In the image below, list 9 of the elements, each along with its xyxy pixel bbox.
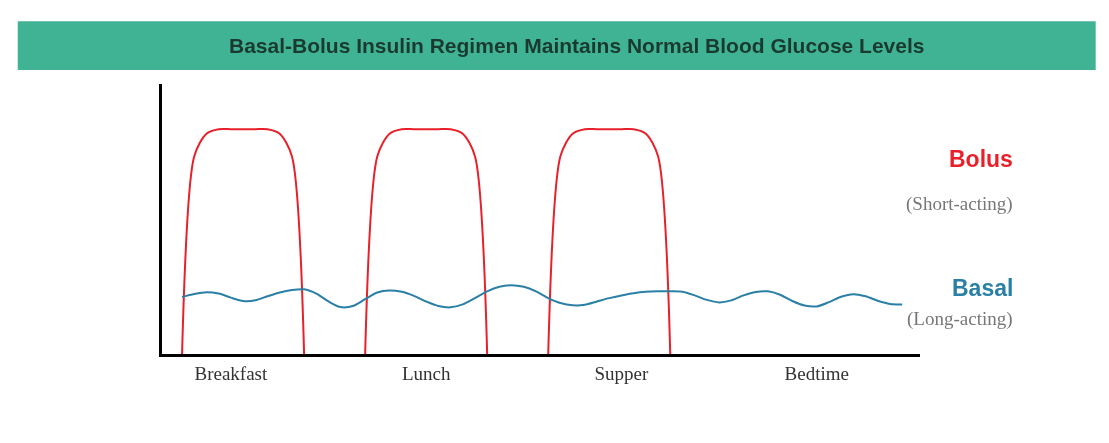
annotation: (Short-acting) [906, 193, 1013, 215]
x-tick-label: Breakfast [194, 363, 268, 385]
x-tick-label: Supper [594, 363, 650, 385]
text: Bolus [949, 146, 1013, 172]
annotation: (Long-acting) [907, 308, 1013, 330]
x-tick-label: Bedtime [784, 363, 849, 385]
text: Basal [952, 275, 1014, 301]
x-tick-label: Lunch [401, 363, 451, 385]
chart-title: Basal-Bolus Insulin Regimen Maintains Normal Blood Glucose Levels [229, 34, 925, 57]
